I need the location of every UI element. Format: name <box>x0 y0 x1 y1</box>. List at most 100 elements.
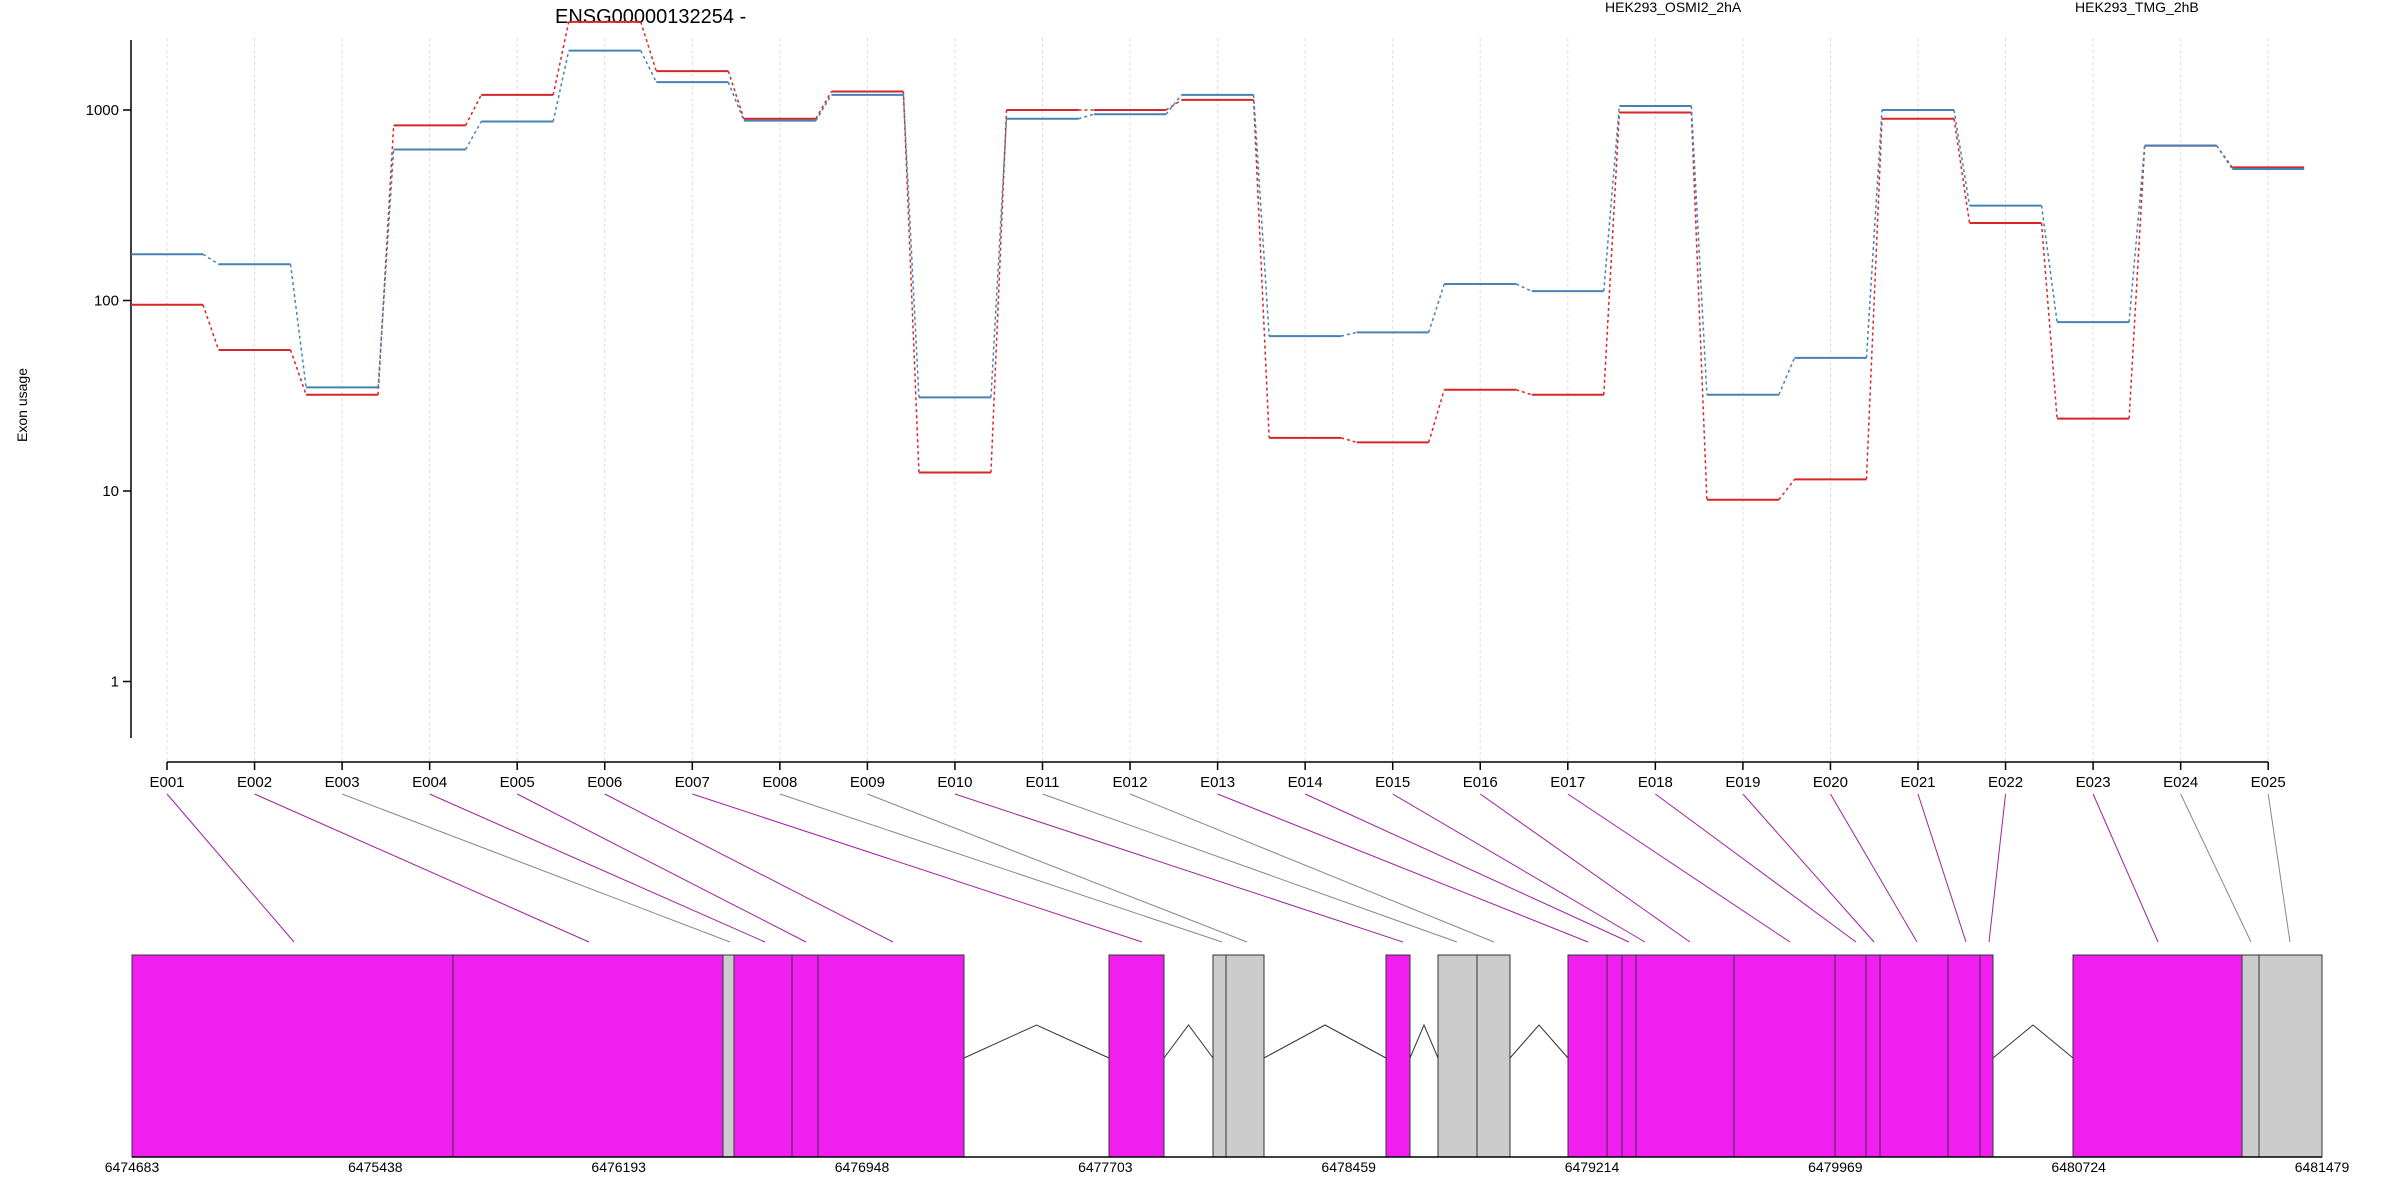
connector-e010 <box>954 793 1404 943</box>
series-2-link-1 <box>202 253 219 265</box>
exon-box-8 <box>1212 954 1227 1158</box>
x-tick-label-e024: E024 <box>2163 774 2198 791</box>
series-2-link-7 <box>727 81 745 121</box>
series-1-link-9 <box>902 91 920 473</box>
y-axis-label: Exon usage <box>14 368 30 442</box>
series-1-link-16 <box>1516 389 1533 396</box>
connector-e019 <box>1742 793 1875 943</box>
exon-box-10 <box>1385 954 1411 1158</box>
x-tick-label-e009: E009 <box>850 774 885 791</box>
series-2-link-17 <box>1603 105 1621 292</box>
series-1-link-23 <box>2128 145 2146 419</box>
series-2-link-4 <box>464 121 482 150</box>
intron-line-2 <box>1163 1024 1214 1059</box>
chart-title: ENSG00000132254 - <box>555 6 746 28</box>
connector-e005 <box>516 793 807 943</box>
x-tick-label-e005: E005 <box>500 774 535 791</box>
series-2-link-6 <box>640 50 657 83</box>
exon-box-12 <box>1476 954 1511 1158</box>
series-1-link-18 <box>1690 112 1708 500</box>
series-1-link-10 <box>990 109 1008 473</box>
coordinate-label-10: 6481479 <box>2295 1159 2350 1175</box>
exon-box-13 <box>1567 954 1608 1158</box>
connector-e003 <box>341 793 731 943</box>
intron-line-3 <box>1263 1024 1387 1059</box>
connector-e006 <box>604 793 894 943</box>
legend-entry-2: HEK293_TMG_2hB <box>2075 0 2199 15</box>
x-tick-label-e011: E011 <box>1026 774 1060 791</box>
series-2-link-5 <box>552 50 570 122</box>
series-2-link-8 <box>815 94 833 121</box>
exon-box-14 <box>1606 954 1623 1158</box>
coordinate-label-4: 6476948 <box>835 1159 890 1175</box>
exon-box-4 <box>733 954 793 1158</box>
series-1-link-7 <box>727 70 745 119</box>
connector-e014 <box>1304 793 1630 943</box>
connector-e021 <box>1917 793 1967 943</box>
connector-e018 <box>1655 793 1857 943</box>
exon-box-17 <box>1733 954 1836 1158</box>
series-1-link-20 <box>1865 118 1883 480</box>
connector-e011 <box>1042 793 1458 943</box>
coordinate-label-2: 6475438 <box>348 1159 403 1175</box>
x-tick-label-e004: E004 <box>412 774 447 791</box>
series-1-link-5 <box>552 21 570 96</box>
coordinate-label-7: 6479214 <box>1565 1159 1620 1175</box>
coordinate-label-8: 6479969 <box>1808 1159 1863 1175</box>
x-tick-label-e003: E003 <box>325 774 360 791</box>
series-1-link-17 <box>1603 112 1621 395</box>
connector-e009 <box>867 793 1248 943</box>
exon-box-20 <box>1879 954 1949 1158</box>
exon-box-9 <box>1225 954 1265 1158</box>
x-tick-label-e016: E016 <box>1463 774 1498 791</box>
x-tick-label-e015: E015 <box>1375 774 1410 791</box>
connector-e025 <box>2267 793 2291 943</box>
series-2-link-15 <box>1427 283 1445 333</box>
y-tick-label-1000: 1000 <box>86 102 119 119</box>
intron-line-1 <box>963 1024 1110 1059</box>
x-tick-label-e025: E025 <box>2251 774 2286 791</box>
exon-box-2 <box>452 954 724 1158</box>
series-1-link-14 <box>1340 437 1357 444</box>
series-1-link-4 <box>464 94 482 126</box>
series-1-link-22 <box>2040 222 2058 419</box>
series-1-link-6 <box>640 21 658 72</box>
exon-box-23 <box>2072 954 2243 1158</box>
y-tick-label-1: 1 <box>111 674 119 691</box>
connector-e007 <box>692 793 1143 943</box>
x-tick-label-e018: E018 <box>1638 774 1673 791</box>
series-2 <box>131 49 2305 399</box>
x-tick-label-e008: E008 <box>762 774 797 791</box>
coordinate-label-3: 6476193 <box>591 1159 646 1175</box>
exon-box-6 <box>817 954 965 1158</box>
exon-box-21 <box>1947 954 1981 1158</box>
connector-e004 <box>429 793 766 943</box>
series-1-link-19 <box>1778 478 1796 501</box>
connector-e012 <box>1129 793 1495 943</box>
series-2-link-20 <box>1865 109 1883 358</box>
exon-box-7 <box>1108 954 1165 1158</box>
x-tick-label-e020: E020 <box>1813 774 1848 791</box>
intron-line-6 <box>1992 1024 2074 1059</box>
exon-box-15 <box>1621 954 1637 1158</box>
exon-box-3 <box>722 954 735 1158</box>
x-tick-label-e010: E010 <box>937 774 972 791</box>
x-tick-label-e012: E012 <box>1113 774 1148 791</box>
connector-e016 <box>1479 793 1691 943</box>
series-1-link-21 <box>1953 118 1971 224</box>
series-2-link-14 <box>1340 331 1357 337</box>
series-2-link-21 <box>1953 109 1971 206</box>
x-tick-label-e002: E002 <box>237 774 272 791</box>
series-1-link-13 <box>1252 99 1270 438</box>
y-tick-label-10: 10 <box>102 483 119 500</box>
series-2-link-9 <box>902 94 920 398</box>
intron-line-4 <box>1409 1023 1439 1059</box>
x-tick-label-e014: E014 <box>1288 774 1323 791</box>
series-2-link-24 <box>2216 145 2233 170</box>
series-2-link-23 <box>2128 145 2146 323</box>
x-tick-label-e007: E007 <box>675 774 710 791</box>
x-tick-label-e023: E023 <box>2076 774 2111 791</box>
x-tick-label-e019: E019 <box>1725 774 1760 791</box>
connector-e022 <box>1988 793 2007 943</box>
